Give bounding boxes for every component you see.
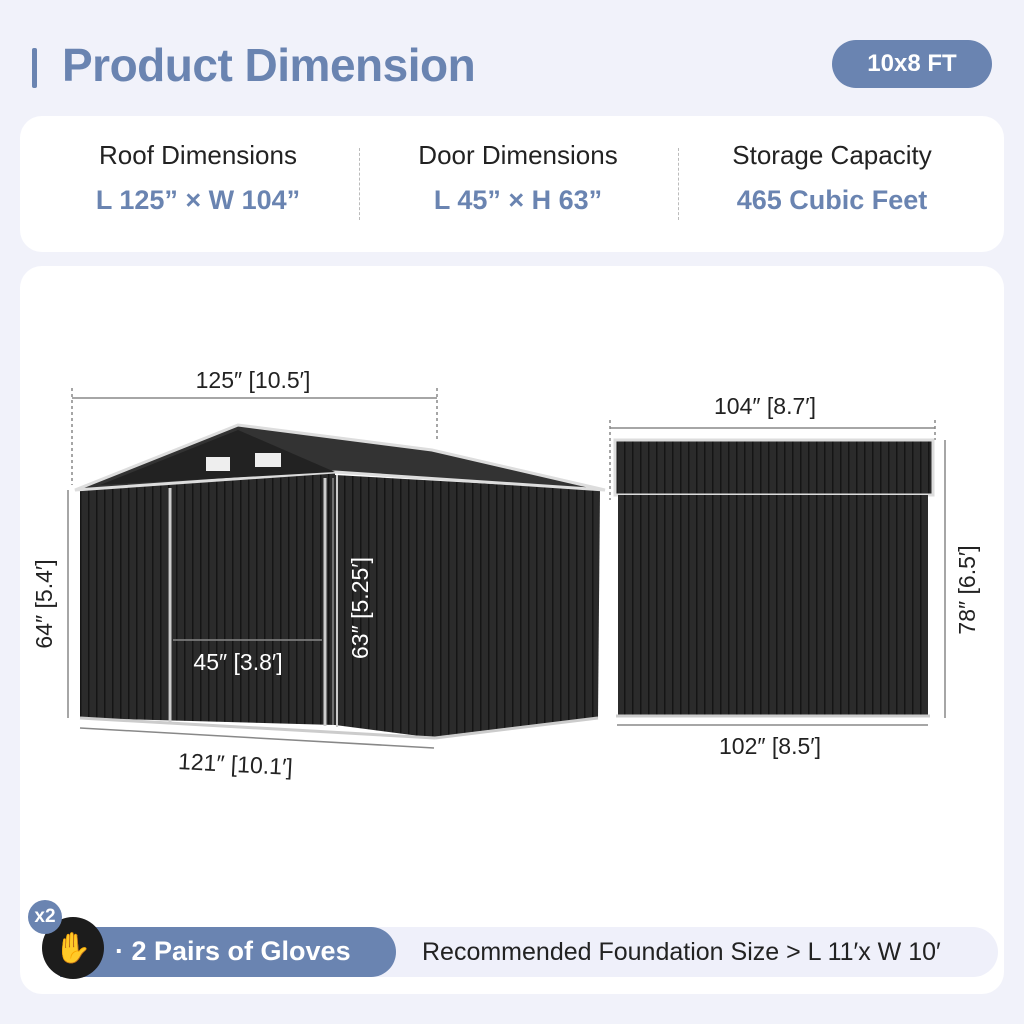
front-base-length-label: 121″ [10.1′] <box>177 748 293 780</box>
side-roof-width-label: 104″ [8.7′] <box>714 393 816 419</box>
front-wall-height-label: 64″ [5.4′] <box>31 559 57 648</box>
spec-label: Door Dimensions <box>418 140 618 170</box>
dimension-lines <box>67 388 946 749</box>
specs-card <box>20 116 1004 252</box>
gloves-pill <box>60 927 396 977</box>
foundation-size-text: Recommended Foundation Size > L 11′x W 1… <box>422 938 941 966</box>
gloves-label: · 2 Pairs of Gloves <box>115 936 351 966</box>
side-base-width-label: 102″ [8.5′] <box>719 733 821 759</box>
side-view-shed <box>613 438 935 718</box>
door-width-label: 45″ [3.8′] <box>193 649 282 675</box>
title-accent-bar <box>32 48 37 88</box>
spec-storage: Storage Capacity 465 Cubic Feet <box>672 140 992 216</box>
spec-value: L 125” × W 104” <box>95 185 301 215</box>
spec-value: L 45” × H 63” <box>433 185 603 215</box>
spec-label: Roof Dimensions <box>99 140 297 170</box>
spec-door: Door Dimensions L 45” × H 63” <box>358 140 678 216</box>
spec-roof: Roof Dimensions L 125” × W 104” <box>38 140 358 216</box>
divider <box>678 148 679 220</box>
page-title: Product Dimension <box>62 39 476 91</box>
divider <box>359 148 360 220</box>
spec-value: 465 Cubic Feet <box>736 185 928 215</box>
size-badge: 10x8 FT <box>832 40 992 88</box>
quantity-badge: x2 <box>28 900 62 934</box>
front-view-shed <box>74 423 606 740</box>
side-height-label: 78″ [6.5′] <box>954 545 980 634</box>
front-roof-width-label: 125″ [10.5′] <box>196 367 311 393</box>
spec-label: Storage Capacity <box>732 140 932 170</box>
door-height-label: 63″ [5.25′] <box>347 557 373 659</box>
